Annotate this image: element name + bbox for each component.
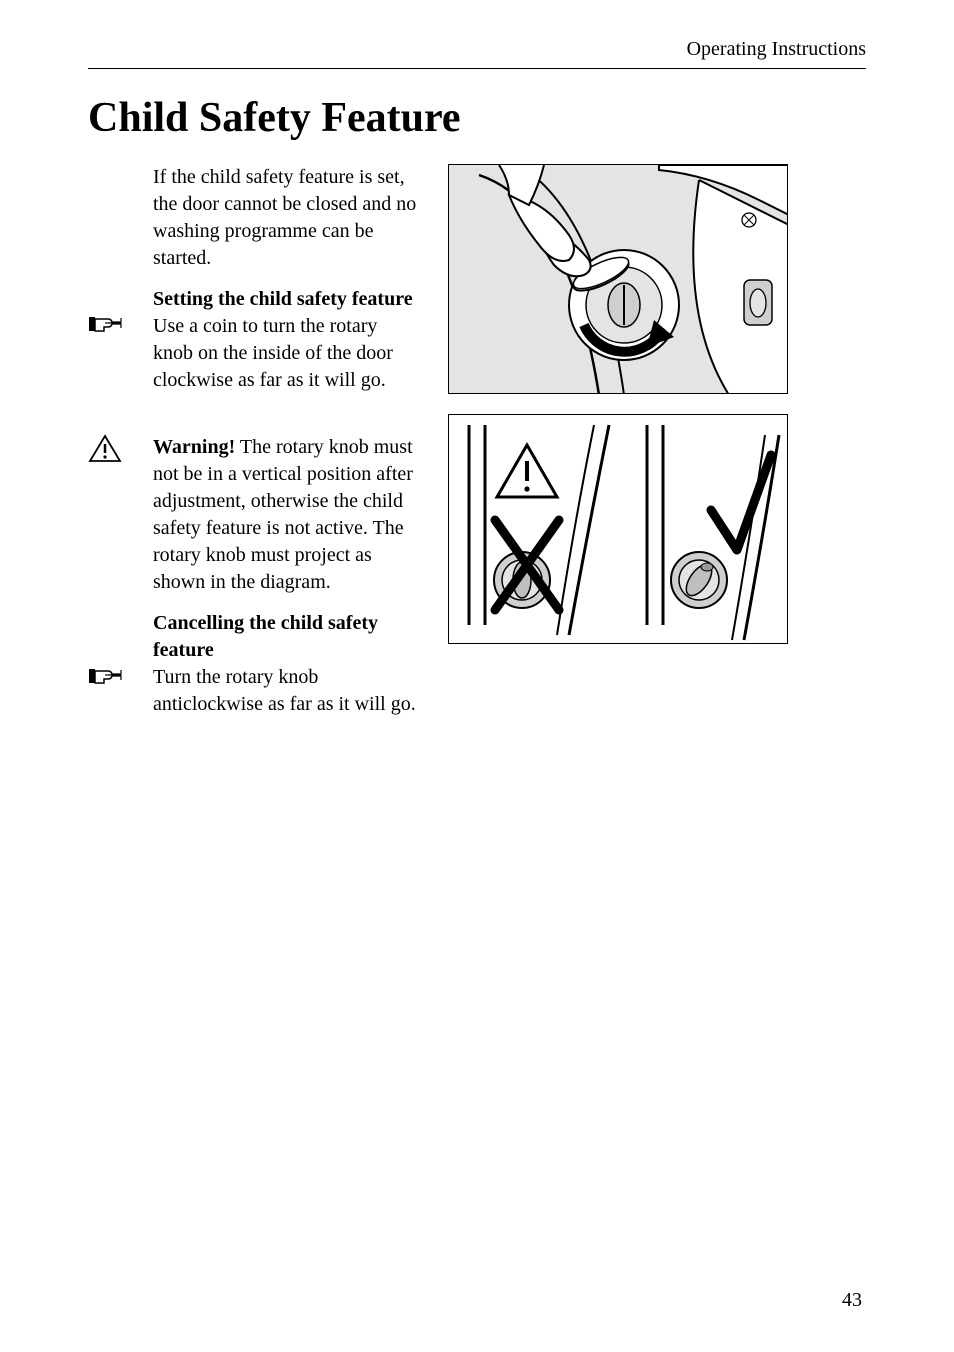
warning-section: Warning! The rotary knob must not be in …	[88, 434, 418, 596]
warning-body: The rotary knob must not be in a vertica…	[153, 436, 413, 593]
header-rule	[88, 68, 866, 69]
page-number: 43	[842, 1289, 862, 1312]
page: Operating Instructions Child Safety Feat…	[0, 0, 954, 1352]
figure-column	[448, 164, 788, 718]
warning-triangle-icon	[88, 434, 128, 469]
setting-section: Setting the child safety feature Use a c…	[88, 286, 418, 394]
setting-body: Use a coin to turn the rotary knob on th…	[153, 313, 418, 394]
setting-heading: Setting the child safety feature	[153, 286, 418, 313]
running-head: Operating Instructions	[687, 38, 866, 61]
cancelling-heading: Cancelling the child safety feature	[153, 610, 418, 664]
pointing-hand-icon	[88, 666, 128, 691]
cancelling-body: Turn the rotary knob anticlockwise as fa…	[153, 664, 418, 718]
page-title: Child Safety Feature	[88, 94, 866, 142]
text-column: If the child safety feature is set, the …	[88, 164, 418, 718]
intro-paragraph: If the child safety feature is set, the …	[153, 164, 418, 272]
warning-paragraph: Warning! The rotary knob must not be in …	[153, 434, 418, 596]
figure-positions	[448, 414, 788, 644]
figure-setting	[448, 164, 788, 394]
content-row: If the child safety feature is set, the …	[88, 164, 866, 718]
cancelling-section: Cancelling the child safety feature Turn…	[88, 610, 418, 718]
warning-lead: Warning!	[153, 436, 235, 458]
pointing-hand-icon	[88, 314, 128, 339]
header-area: Operating Instructions	[88, 38, 866, 72]
